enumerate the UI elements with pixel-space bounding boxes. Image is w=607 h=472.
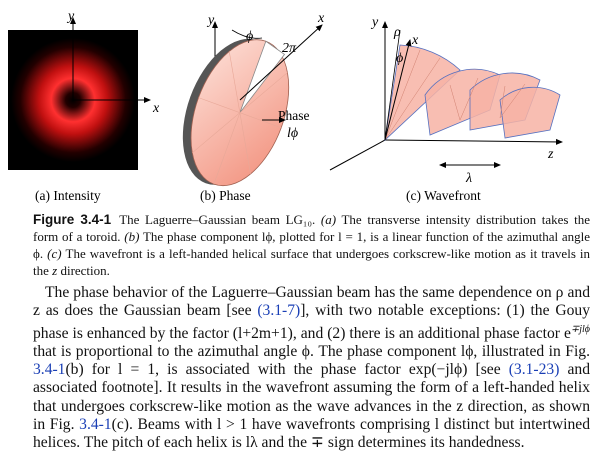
angle-label: ϕ xyxy=(396,51,403,66)
panel-label: (a) Intensity xyxy=(35,188,101,203)
text-run: The wavefront is a left-handed helical s… xyxy=(33,246,590,278)
axis-label: y xyxy=(206,13,215,28)
text-run: direction. xyxy=(57,263,110,278)
text-run: (b) for l = 1, is associated with the ph… xyxy=(65,361,509,379)
reference-link[interactable]: (3.1-7) xyxy=(257,302,301,320)
angle-label: ϕ xyxy=(246,29,253,44)
annotation: λ xyxy=(465,171,472,186)
figure: y x y x ϕ 2π Phase lϕ y ρ x ϕ z λ (a) In… xyxy=(8,9,563,203)
text-run: ], with two notable exceptions: (1) the … xyxy=(33,302,591,342)
axis-label: x xyxy=(411,33,419,48)
text-run: The phase behavior of the Laguerre–Gauss… xyxy=(33,284,590,320)
text-run: The Laguerre–Gaussian beam LG₁₀. xyxy=(119,212,321,227)
text-run: (c) xyxy=(47,246,62,261)
wavefront-panel xyxy=(329,21,563,171)
annotation: 2π xyxy=(282,41,297,56)
axis-label: y xyxy=(66,9,75,24)
figure-caption: Figure 3.4-1 The Laguerre–Gaussian beam L… xyxy=(33,211,590,279)
reference-link[interactable]: 3.4-1 xyxy=(33,361,66,379)
reference-link[interactable]: 3.4-1 xyxy=(79,416,112,434)
phase-panel xyxy=(182,21,323,187)
text-run: (c). Beams with l > 1 have wavefronts co… xyxy=(33,416,590,452)
text-run: ∓jlϕ xyxy=(570,323,590,335)
axis-label: x xyxy=(317,11,325,26)
text-run: The transverse intensity distribution ta… xyxy=(33,212,590,244)
text-run: and associated footnote]. It results in … xyxy=(33,361,591,434)
annotation: lϕ xyxy=(287,126,298,141)
text-run: that is proportional to the azimuthal an… xyxy=(33,342,590,360)
annotation: Phase xyxy=(278,108,310,123)
text-run: z xyxy=(52,263,58,278)
panel-label: (c) Wavefront xyxy=(406,188,481,203)
panel-label: (b) Phase xyxy=(200,188,251,203)
reference-link[interactable]: (3.1-23) xyxy=(508,361,560,379)
axis-label: z xyxy=(547,147,554,162)
axis-label: x xyxy=(152,101,160,116)
body-paragraph: The phase behavior of the Laguerre–Gauss… xyxy=(33,284,590,453)
figure-number: Figure 3.4-1 xyxy=(33,212,112,227)
text-run: The phase component lϕ, plotted for l = … xyxy=(33,229,591,261)
axis-label: y xyxy=(370,15,379,30)
axis-label: ρ xyxy=(393,25,401,40)
text-run: (b) xyxy=(124,229,140,244)
text-run: (a) xyxy=(320,212,337,227)
intensity-panel xyxy=(8,17,151,170)
